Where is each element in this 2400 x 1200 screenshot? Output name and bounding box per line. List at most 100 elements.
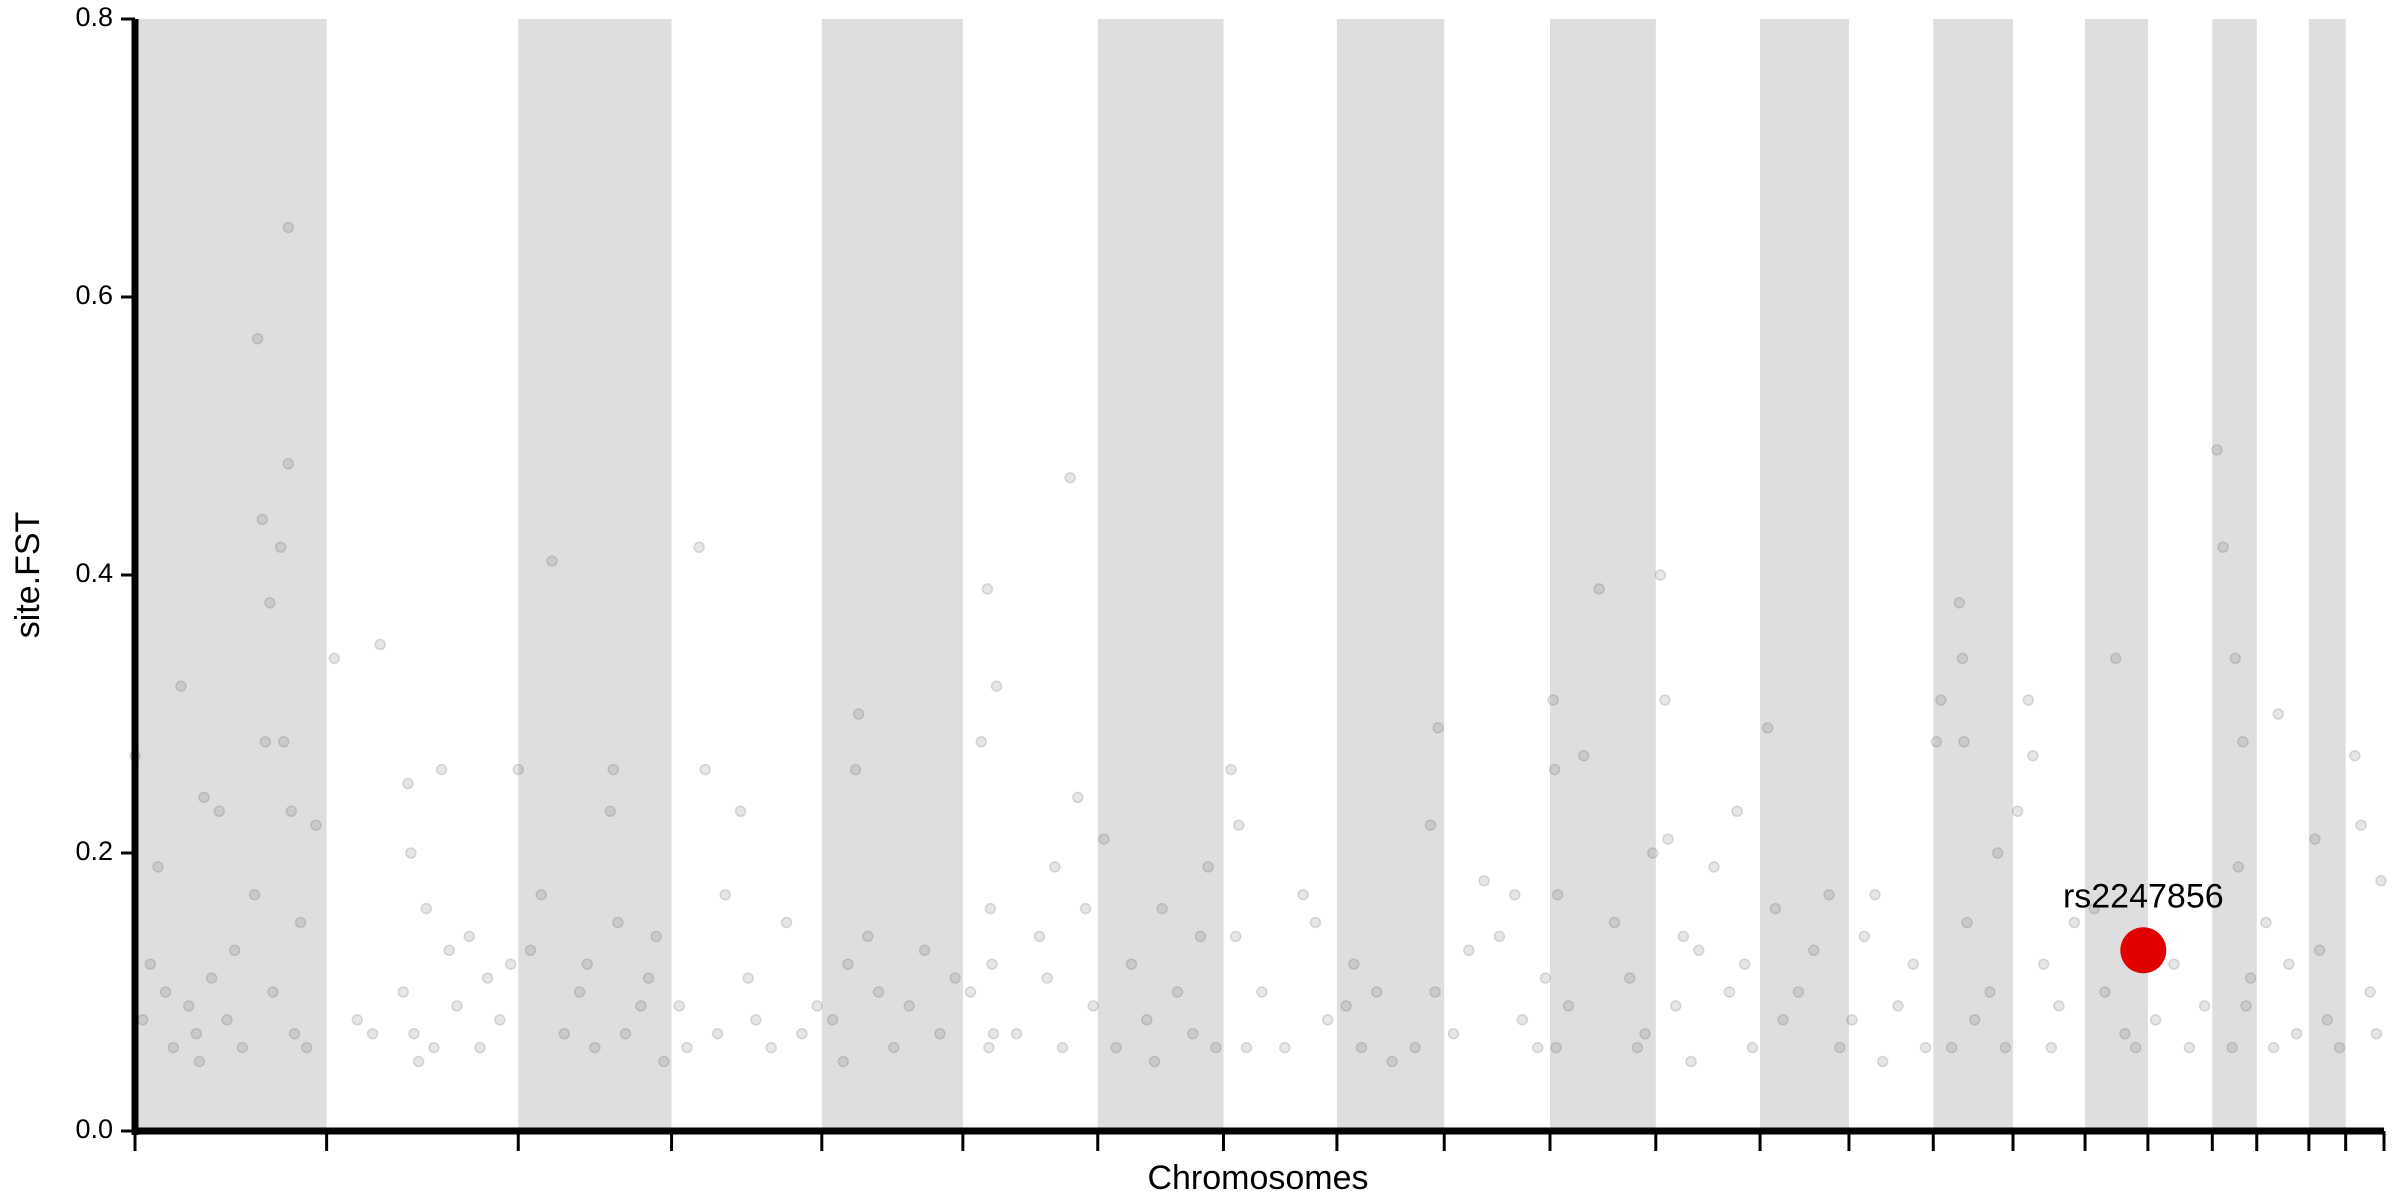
snp-point	[1777, 1014, 1789, 1026]
snp-point	[1669, 1000, 1682, 1012]
snp-point	[1623, 972, 1636, 984]
snp-point	[742, 972, 754, 984]
snp-point	[2229, 652, 2242, 665]
snp-point	[589, 1041, 601, 1054]
snp-point	[451, 1000, 463, 1012]
snp-point	[2240, 1000, 2252, 1012]
snp-point	[699, 763, 712, 776]
snp-point	[1956, 652, 1969, 665]
snp-point	[213, 805, 226, 818]
snp-point	[1991, 847, 2004, 859]
snp-point	[918, 944, 931, 957]
snp-point	[443, 944, 456, 957]
snp-point	[2217, 541, 2229, 553]
snp-point	[987, 1027, 1000, 1040]
y-tick-label: 0.0	[75, 1114, 113, 1144]
snp-point	[1064, 471, 1076, 484]
snp-point	[1731, 805, 1743, 818]
snp-point	[1478, 875, 1490, 887]
snp-point	[1646, 847, 1659, 859]
snp-point	[964, 986, 977, 998]
snp-point	[1033, 930, 1046, 943]
snp-point	[2198, 1000, 2211, 1012]
snp-point	[402, 777, 414, 790]
snp-point	[2129, 1041, 2142, 1054]
snp-point	[1409, 1041, 1421, 1054]
snp-point	[2088, 902, 2101, 915]
snp-point	[228, 944, 241, 957]
snp-point	[842, 958, 854, 970]
snp-point	[1447, 1027, 1460, 1040]
snp-point	[144, 958, 157, 970]
chromosome-band	[1933, 19, 2013, 1131]
snp-point	[1225, 763, 1237, 776]
snp-point	[693, 541, 705, 553]
snp-point	[405, 847, 417, 859]
snp-point	[2226, 1041, 2238, 1054]
snp-point	[412, 1055, 425, 1068]
snp-point	[796, 1027, 808, 1040]
snp-point	[428, 1041, 440, 1054]
chromosome-band	[1760, 19, 1849, 1131]
snp-point	[1562, 1000, 1575, 1012]
snp-point	[1279, 1041, 1291, 1054]
snp-point	[2045, 1041, 2058, 1054]
snp-point	[2011, 805, 2024, 818]
snp-point	[984, 902, 997, 915]
snp-point	[2053, 1000, 2065, 1012]
snp-point	[198, 791, 210, 804]
snp-point	[826, 1014, 839, 1026]
snp-point	[2272, 708, 2284, 720]
snp-point	[780, 916, 793, 929]
snp-point	[1792, 986, 1805, 998]
snp-point	[288, 1027, 301, 1040]
snp-point	[1087, 1000, 1099, 1012]
snp-point	[366, 1027, 379, 1040]
snp-point	[558, 1027, 571, 1040]
y-tick-label: 0.2	[75, 836, 113, 866]
snp-point	[1010, 1027, 1023, 1040]
snp-point	[1194, 930, 1207, 943]
snp-point	[1210, 1041, 1222, 1054]
chromosome-band	[2308, 19, 2346, 1131]
snp-point	[2068, 916, 2081, 929]
snp-point	[1371, 986, 1383, 998]
snp-point	[1297, 888, 1309, 901]
snp-point	[1659, 694, 1671, 706]
snp-point	[205, 972, 218, 984]
snp-point	[1999, 1041, 2012, 1054]
snp-point	[1662, 833, 1674, 845]
snp-point	[2375, 875, 2387, 887]
snp-point	[619, 1027, 632, 1040]
snp-point	[1930, 736, 1943, 748]
snp-point	[2232, 861, 2245, 873]
snp-point	[1072, 791, 1084, 804]
snp-point	[1631, 1041, 1644, 1054]
snp-point	[1156, 902, 1168, 915]
snp-point	[1984, 986, 1996, 998]
snp-point	[1355, 1041, 1368, 1054]
snp-point	[990, 680, 1003, 692]
snp-point	[903, 1000, 915, 1012]
snp-point	[2290, 1027, 2303, 1040]
snp-point	[981, 583, 994, 595]
snp-point	[1532, 1041, 1544, 1054]
snp-point	[1340, 1000, 1352, 1012]
snp-point	[136, 1014, 149, 1026]
snp-point	[604, 805, 616, 818]
snp-point	[1958, 736, 1970, 748]
snp-point	[282, 221, 295, 234]
chromosome-band	[1550, 19, 1656, 1131]
snp-point	[294, 916, 307, 929]
snp-point	[2364, 986, 2376, 998]
snp-point	[2355, 819, 2367, 831]
snp-point	[2099, 986, 2111, 998]
snp-point	[1098, 833, 1110, 845]
snp-point	[1654, 569, 1667, 581]
snp-point	[1321, 1014, 1334, 1026]
snp-point	[1509, 888, 1521, 901]
snp-point	[2333, 1041, 2346, 1054]
snp-point	[152, 861, 164, 873]
snp-point	[673, 1000, 685, 1012]
